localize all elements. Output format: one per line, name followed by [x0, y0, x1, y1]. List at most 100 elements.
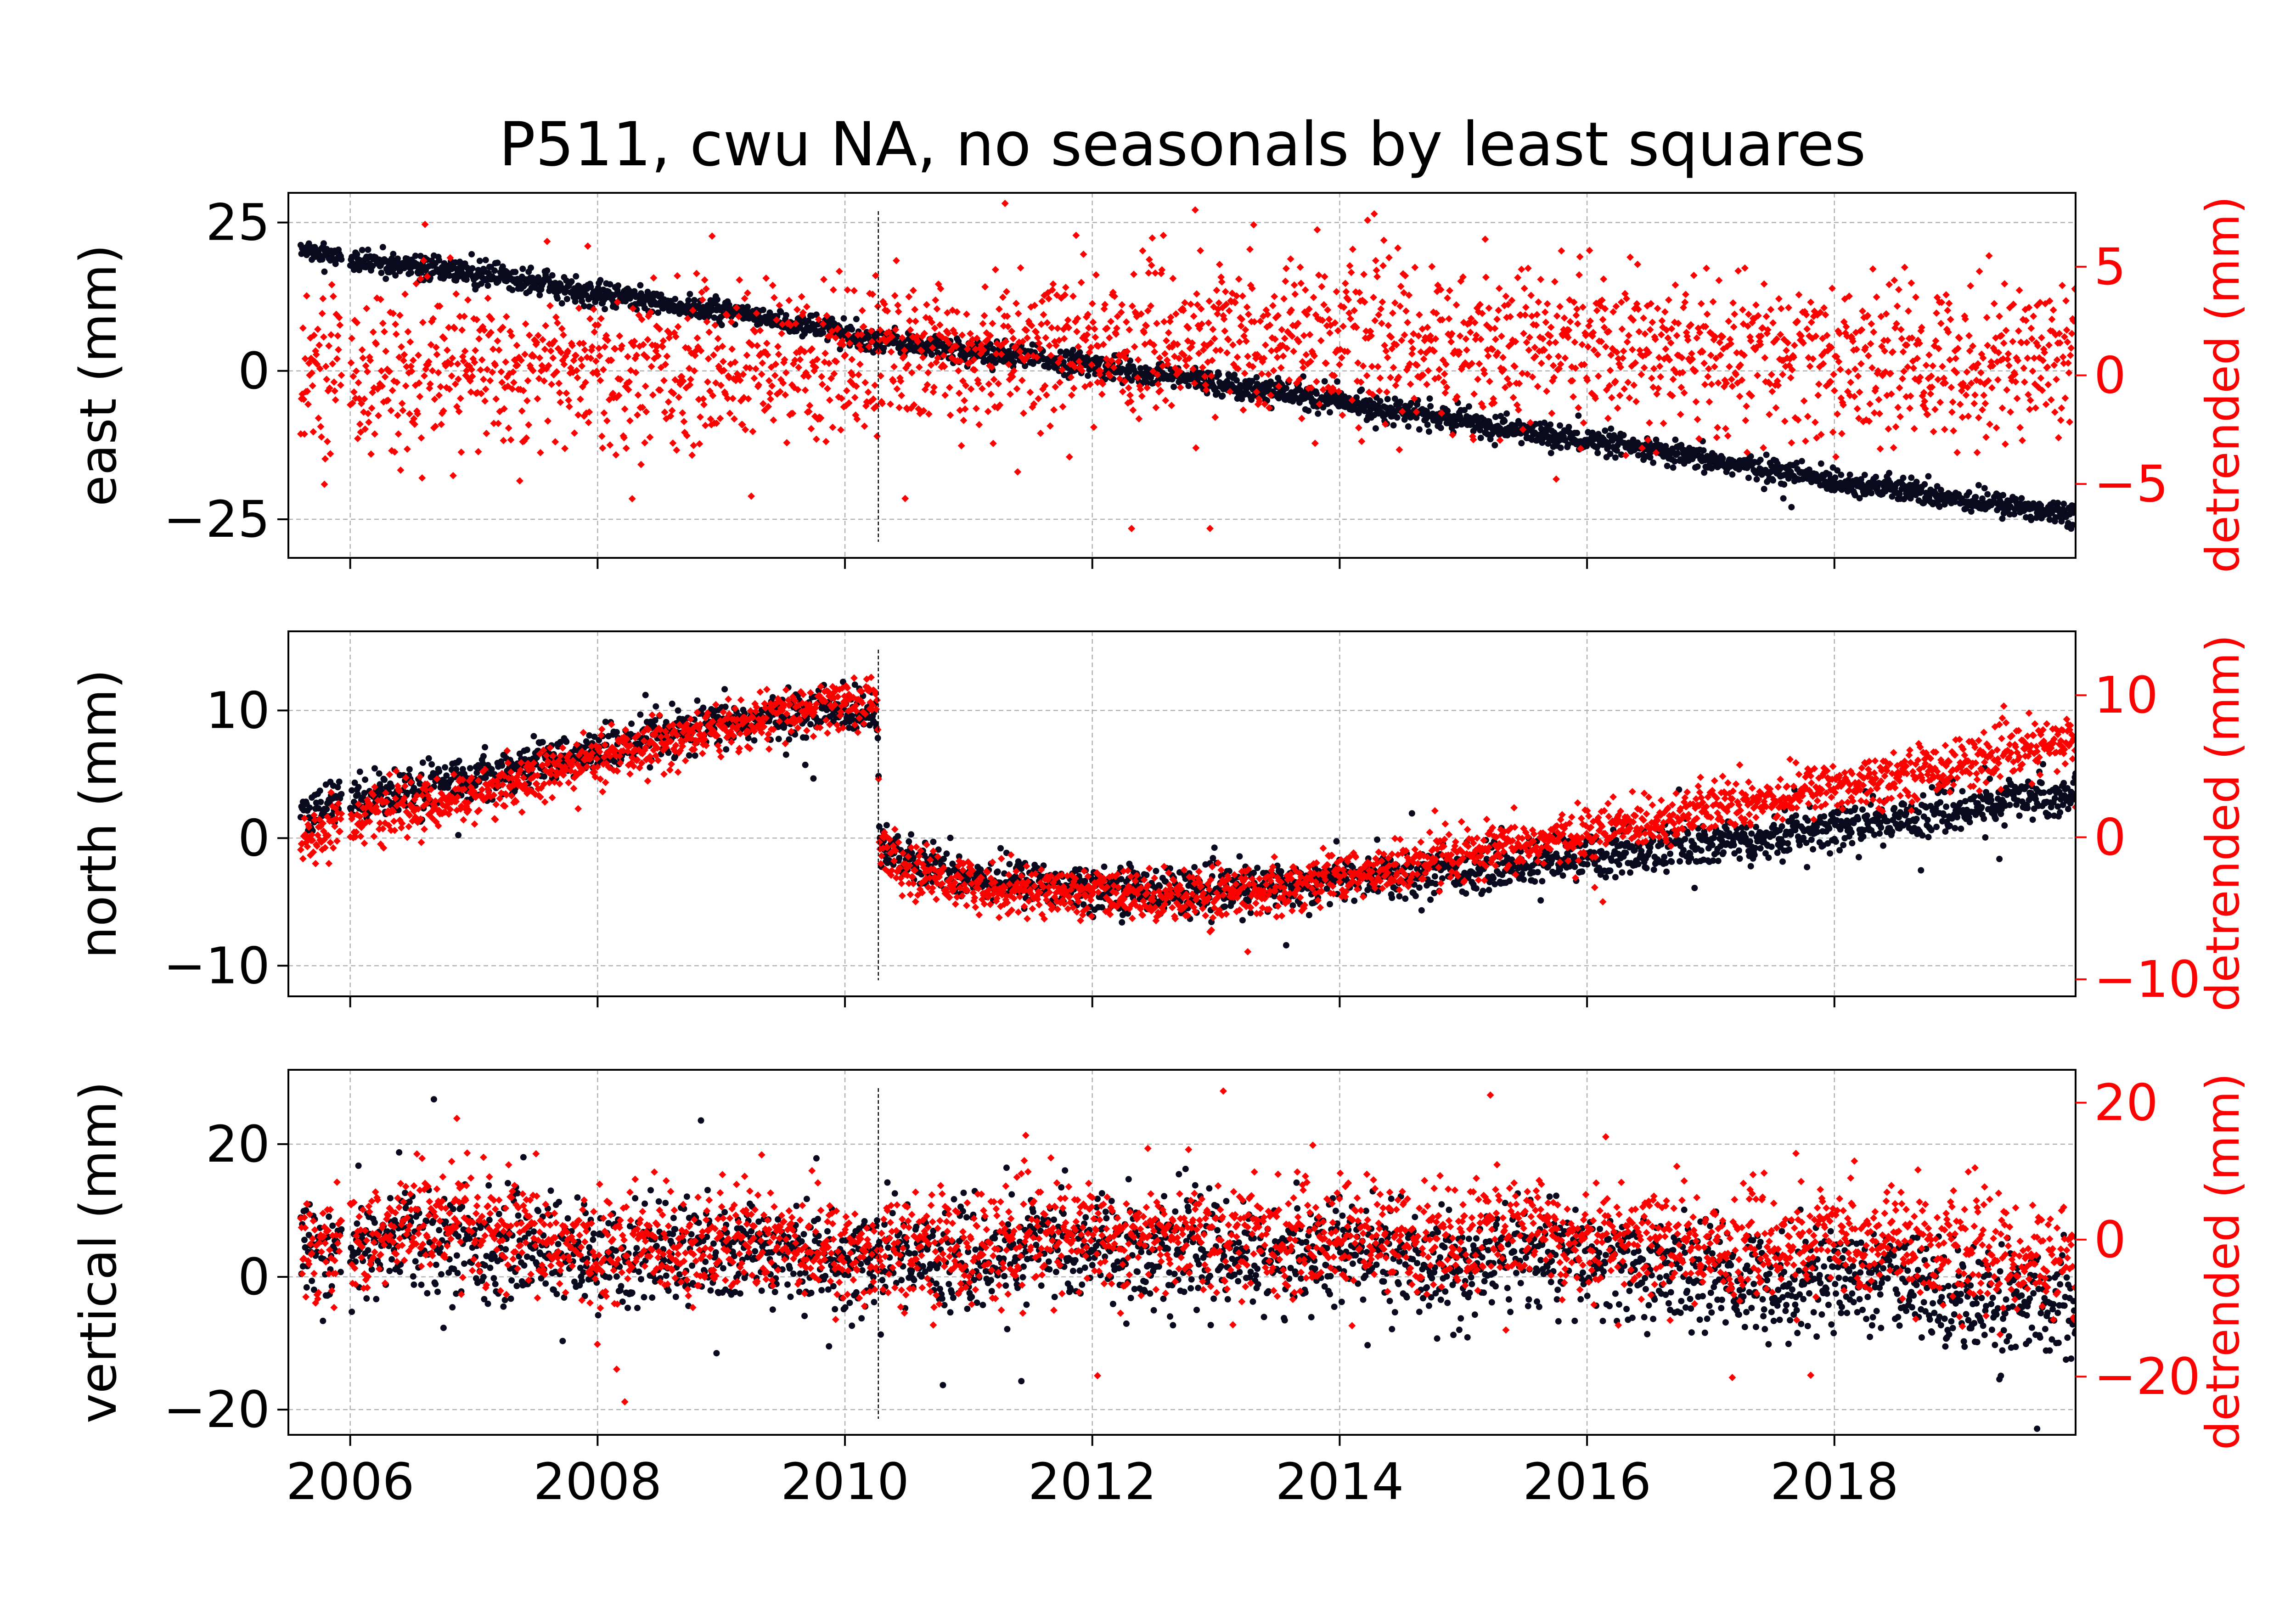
data-point-east-detrended: [1928, 383, 1936, 391]
data-point-east-detrended: [2024, 391, 2032, 399]
data-point-east-detrended: [394, 430, 402, 438]
data-point-east-detrended: [1881, 347, 1889, 355]
data-point-east-raw: [1518, 440, 1525, 447]
data-point-east-raw: [1313, 390, 1320, 397]
data-point-east-detrended: [860, 323, 867, 331]
data-point-east-detrended: [367, 450, 375, 458]
data-point-east-detrended: [401, 290, 409, 298]
data-point-east-detrended: [1902, 393, 1910, 400]
data-point-east-detrended: [1261, 400, 1269, 408]
data-point-east-detrended: [702, 421, 709, 429]
data-point-east-detrended: [1869, 265, 1877, 273]
data-point-east-detrended: [624, 353, 631, 360]
data-point-east-raw: [509, 287, 516, 293]
data-point-north-raw: [419, 759, 426, 766]
data-point-east-raw: [1249, 378, 1255, 384]
data-point-east-detrended: [1367, 327, 1374, 335]
data-point-east-detrended: [1266, 321, 1274, 329]
data-point-east-raw: [1427, 403, 1434, 410]
data-point-east-detrended: [766, 389, 774, 397]
data-point-east-detrended: [1360, 270, 1368, 278]
data-point-east-detrended: [1145, 256, 1153, 264]
data-point-east-detrended: [1342, 288, 1350, 296]
data-point-east-detrended: [1344, 348, 1351, 355]
data-point-east-raw: [1424, 408, 1430, 415]
data-point-east-detrended: [448, 372, 456, 380]
data-point-east-detrended: [1278, 342, 1286, 349]
data-point-east-detrended: [415, 379, 423, 387]
data-point-east-detrended: [361, 425, 369, 433]
data-point-east-detrended: [626, 417, 634, 425]
data-point-east-detrended: [1743, 402, 1750, 410]
data-point-east-detrended: [299, 324, 307, 332]
data-point-east-detrended: [1775, 295, 1783, 303]
data-point-east-detrended: [1705, 365, 1712, 373]
data-point-east-detrended: [1088, 361, 1096, 369]
data-point-east-detrended: [1032, 328, 1040, 336]
data-point-east-detrended: [1887, 390, 1895, 398]
data-point-east-detrended: [1653, 390, 1661, 398]
data-point-east-detrended: [1139, 247, 1147, 255]
data-point-east-detrended: [330, 378, 338, 386]
data-point-east-detrended: [2023, 338, 2031, 346]
data-point-east-detrended: [771, 294, 778, 302]
data-point-east-raw: [1501, 417, 1508, 424]
data-point-east-detrended: [440, 335, 448, 343]
data-point-east-detrended: [1719, 333, 1727, 341]
data-point-east-detrended: [698, 296, 706, 303]
data-point-east-detrended: [329, 292, 337, 300]
data-point-east-detrended: [1845, 368, 1852, 376]
data-point-east-detrended: [1494, 349, 1502, 357]
data-point-east-detrended: [474, 448, 482, 455]
data-point-east-raw: [987, 341, 994, 348]
data-point-east-detrended: [1256, 317, 1264, 325]
data-point-east-detrended: [1589, 329, 1597, 337]
data-point-east-raw: [1780, 495, 1787, 502]
data-point-east-raw: [554, 295, 561, 302]
data-point-east-detrended: [1265, 371, 1272, 378]
data-point-east-detrended: [2018, 339, 2026, 347]
data-point-east-detrended: [400, 351, 408, 359]
data-point-east-detrended: [1882, 310, 1890, 318]
data-point-east-detrended: [1769, 319, 1777, 327]
data-point-east-detrended: [930, 383, 938, 391]
data-point-east-detrended: [445, 385, 453, 393]
data-point-east-raw: [929, 351, 935, 358]
data-point-east-detrended: [844, 286, 851, 294]
data-point-east-detrended: [1662, 345, 1670, 353]
data-point-east-raw: [1671, 458, 1678, 465]
data-point-east-detrended: [1491, 336, 1499, 343]
data-point-east-detrended: [1376, 374, 1384, 382]
data-point-east-detrended: [714, 345, 721, 353]
data-point-east-detrended: [764, 351, 771, 359]
data-point-east-detrended: [405, 410, 413, 418]
data-point-east-detrended: [1216, 261, 1223, 268]
data-point-east-detrended: [1593, 307, 1601, 315]
data-point-east-detrended: [656, 325, 664, 333]
data-point-east-raw: [1729, 471, 1736, 478]
data-point-east-detrended: [1966, 347, 1974, 355]
data-point-east-detrended: [335, 346, 343, 354]
data-point-east-detrended: [1973, 449, 1981, 456]
data-point-east-detrended: [1463, 346, 1471, 354]
data-point-east-detrended: [594, 371, 601, 378]
data-point-east-raw: [390, 265, 397, 272]
data-point-east-detrended: [980, 346, 987, 354]
data-point-east-detrended: [1797, 332, 1805, 340]
data-point-east-detrended: [1953, 369, 1960, 376]
data-point-east-detrended: [1742, 416, 1750, 424]
data-point-east-raw: [613, 304, 619, 311]
data-point-east-detrended: [851, 393, 859, 401]
data-point-east-detrended: [563, 389, 570, 397]
data-point-east-detrended: [1965, 332, 1973, 340]
data-point-east-raw: [798, 320, 804, 327]
data-point-east-detrended: [1971, 391, 1979, 399]
data-point-east-detrended: [1609, 308, 1617, 316]
data-point-east-raw: [1972, 494, 1979, 500]
data-point-east-detrended: [927, 335, 934, 343]
data-point-east-detrended: [1944, 307, 1952, 315]
data-point-east-detrended: [1984, 377, 1992, 384]
data-point-east-detrended: [1442, 360, 1450, 368]
data-point-east-detrended: [1358, 438, 1366, 445]
data-point-east-detrended: [1876, 445, 1884, 453]
